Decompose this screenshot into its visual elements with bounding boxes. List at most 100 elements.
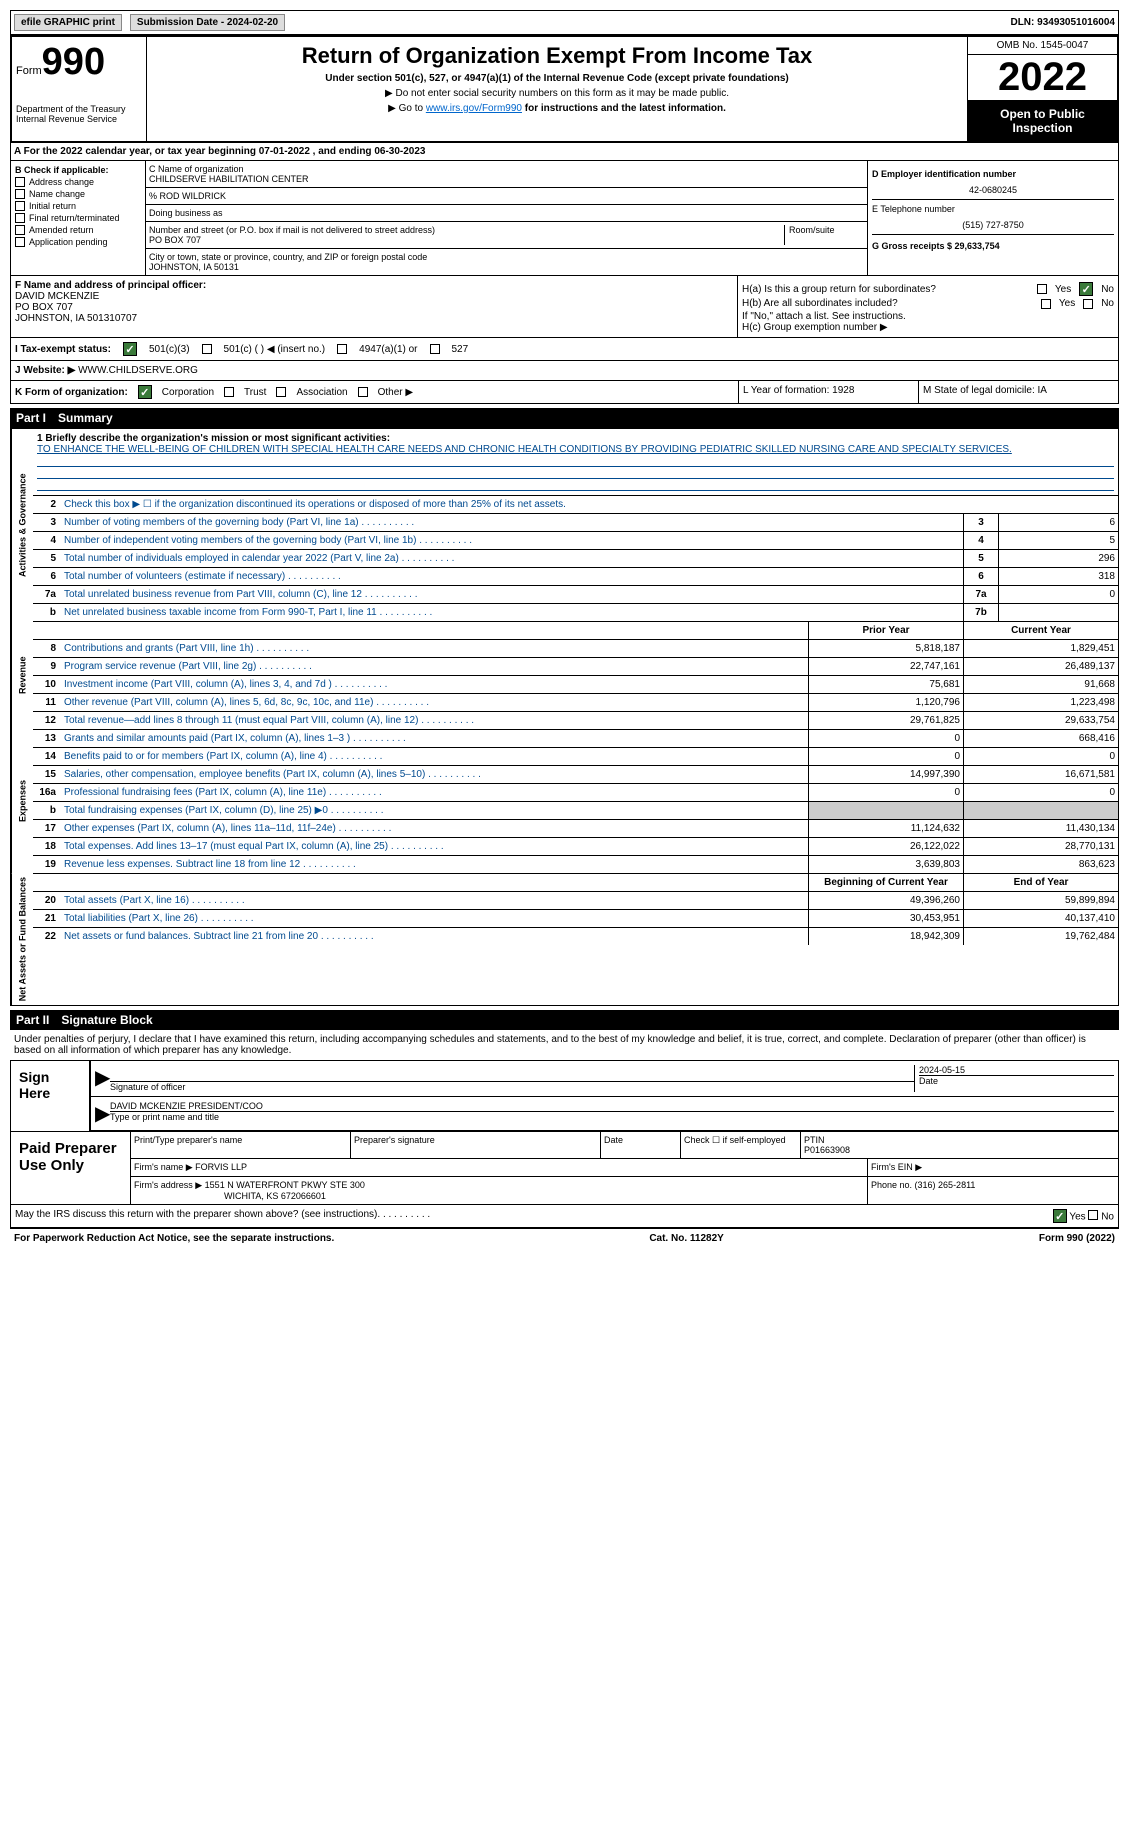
k-label: K Form of organization: bbox=[15, 387, 128, 398]
summary-row: 6Total number of volunteers (estimate if… bbox=[33, 567, 1118, 585]
cb-trust[interactable] bbox=[224, 387, 234, 397]
mission-label: 1 Briefly describe the organization's mi… bbox=[37, 433, 390, 444]
ha-label: H(a) Is this a group return for subordin… bbox=[742, 284, 936, 295]
summary-row: 13Grants and similar amounts paid (Part … bbox=[33, 729, 1118, 747]
website-label: J Website: ▶ bbox=[15, 365, 75, 376]
top-bar: efile GRAPHIC print Submission Date - 20… bbox=[10, 10, 1119, 35]
officer-city: JOHNSTON, IA 501310707 bbox=[15, 313, 733, 324]
part1-header: Part I Summary bbox=[10, 408, 1119, 428]
summary-row: bTotal fundraising expenses (Part IX, co… bbox=[33, 801, 1118, 819]
ey-header: End of Year bbox=[963, 874, 1118, 891]
officer-name: DAVID MCKENZIE bbox=[15, 291, 733, 302]
cb-527[interactable] bbox=[430, 344, 440, 354]
declaration: Under penalties of perjury, I declare th… bbox=[10, 1030, 1119, 1060]
main-title: Return of Organization Exempt From Incom… bbox=[153, 43, 961, 69]
prep-block: Paid Preparer Use Only Print/Type prepar… bbox=[10, 1132, 1119, 1205]
care-of: % ROD WILDRICK bbox=[146, 188, 867, 205]
hb-yes[interactable] bbox=[1041, 299, 1051, 309]
ptin-label: PTIN bbox=[804, 1135, 1115, 1145]
officer-addr: PO BOX 707 bbox=[15, 302, 733, 313]
ptin: P01663908 bbox=[804, 1145, 1115, 1155]
prep-sig-label: Preparer's signature bbox=[351, 1132, 601, 1158]
vtab-expenses: Expenses bbox=[11, 729, 33, 873]
hb-label: H(b) Are all subordinates included? bbox=[742, 298, 898, 309]
sign-here: Sign Here bbox=[11, 1061, 91, 1131]
summary-row: 12Total revenue—add lines 8 through 11 (… bbox=[33, 711, 1118, 729]
instruct2-pre: ▶ Go to bbox=[388, 103, 426, 114]
summary-row: 21Total liabilities (Part X, line 26) 30… bbox=[33, 909, 1118, 927]
cb-amended[interactable] bbox=[15, 225, 25, 235]
part2-num: Part II bbox=[16, 1013, 49, 1027]
cb-501c3[interactable]: ✓ bbox=[123, 342, 137, 356]
prior-year-header: Prior Year bbox=[808, 622, 963, 639]
mission-text: TO ENHANCE THE WELL-BEING OF CHILDREN WI… bbox=[37, 444, 1114, 455]
summary-row: 9Program service revenue (Part VIII, lin… bbox=[33, 657, 1118, 675]
addr: PO BOX 707 bbox=[149, 235, 784, 245]
sig-block: Sign Here ▶Signature of officer2024-05-1… bbox=[10, 1060, 1119, 1132]
section-fh: F Name and address of principal officer:… bbox=[10, 276, 1119, 338]
tax-status-label: I Tax-exempt status: bbox=[15, 344, 111, 355]
summary-row: 19Revenue less expenses. Subtract line 1… bbox=[33, 855, 1118, 873]
cb-4947[interactable] bbox=[337, 344, 347, 354]
gross-label: G Gross receipts $ 29,633,754 bbox=[872, 241, 1000, 251]
org-name: CHILDSERVE HABILITATION CENTER bbox=[149, 174, 864, 184]
state-domicile: M State of legal domicile: IA bbox=[918, 381, 1118, 403]
ha-no[interactable]: ✓ bbox=[1079, 282, 1093, 296]
header-block: Form 990 Department of the Treasury Inte… bbox=[10, 35, 1119, 143]
cb-name[interactable] bbox=[15, 189, 25, 199]
cb-pending[interactable] bbox=[15, 237, 25, 247]
addr-label: Number and street (or P.O. box if mail i… bbox=[149, 225, 784, 235]
summary-row: 7aTotal unrelated business revenue from … bbox=[33, 585, 1118, 603]
summary-row: 20Total assets (Part X, line 16) 49,396,… bbox=[33, 891, 1118, 909]
summary-row: 17Other expenses (Part IX, column (A), l… bbox=[33, 819, 1118, 837]
current-year-header: Current Year bbox=[963, 622, 1118, 639]
type-label: Type or print name and title bbox=[110, 1111, 1114, 1122]
discuss-yes[interactable]: ✓ bbox=[1053, 1209, 1067, 1223]
part2-header: Part II Signature Block bbox=[10, 1010, 1119, 1030]
prep-name-label: Print/Type preparer's name bbox=[131, 1132, 351, 1158]
firm-addr1: 1551 N WATERFRONT PKWY STE 300 bbox=[205, 1180, 365, 1190]
check-if-se: Check ☐ if self-employed bbox=[681, 1132, 801, 1158]
cb-other[interactable] bbox=[358, 387, 368, 397]
summary-row: 18Total expenses. Add lines 13–17 (must … bbox=[33, 837, 1118, 855]
summary-row: bNet unrelated business taxable income f… bbox=[33, 603, 1118, 621]
sig-date: 2024-05-15 bbox=[919, 1065, 1114, 1075]
firm-ein-label: Firm's EIN ▶ bbox=[868, 1159, 1118, 1176]
firm-addr-label: Firm's address ▶ bbox=[134, 1180, 202, 1190]
form-number: 990 bbox=[42, 41, 105, 84]
section-b-label: B Check if applicable: bbox=[15, 165, 109, 175]
cb-assoc[interactable] bbox=[276, 387, 286, 397]
summary-row: 5Total number of individuals employed in… bbox=[33, 549, 1118, 567]
room-label: Room/suite bbox=[784, 225, 864, 245]
cb-final[interactable] bbox=[15, 213, 25, 223]
hb-note: If "No," attach a list. See instructions… bbox=[742, 311, 1114, 322]
summary-row: 11Other revenue (Part VIII, column (A), … bbox=[33, 693, 1118, 711]
discuss-no[interactable] bbox=[1088, 1210, 1098, 1220]
efile-button[interactable]: efile GRAPHIC print bbox=[14, 14, 122, 31]
page-footer: For Paperwork Reduction Act Notice, see … bbox=[10, 1228, 1119, 1248]
firm-addr2: WICHITA, KS 672066601 bbox=[134, 1191, 864, 1201]
cb-corp[interactable]: ✓ bbox=[138, 385, 152, 399]
city: JOHNSTON, IA 50131 bbox=[149, 262, 864, 272]
irs-link[interactable]: www.irs.gov/Form990 bbox=[426, 103, 522, 114]
summary-row: 16aProfessional fundraising fees (Part I… bbox=[33, 783, 1118, 801]
cb-501c[interactable] bbox=[202, 344, 212, 354]
ein-label: D Employer identification number bbox=[872, 169, 1016, 179]
dept-label: Department of the Treasury Internal Reve… bbox=[16, 104, 142, 124]
summary-row: 22Net assets or fund balances. Subtract … bbox=[33, 927, 1118, 945]
cb-address[interactable] bbox=[15, 177, 25, 187]
hb-no[interactable] bbox=[1083, 299, 1093, 309]
dba-label: Doing business as bbox=[146, 205, 867, 222]
org-name-label: C Name of organization bbox=[149, 164, 864, 174]
summary-row: 14Benefits paid to or for members (Part … bbox=[33, 747, 1118, 765]
firm-name: FORVIS LLP bbox=[195, 1162, 247, 1172]
vtab-activities: Activities & Governance bbox=[11, 429, 33, 621]
part1-num: Part I bbox=[16, 411, 46, 425]
line2: Check this box ▶ ☐ if the organization d… bbox=[61, 496, 1118, 513]
date-label: Date bbox=[919, 1075, 1114, 1086]
website-value: WWW.CHILDSERVE.ORG bbox=[78, 365, 198, 376]
firm-name-label: Firm's name ▶ bbox=[134, 1162, 193, 1172]
ha-yes[interactable] bbox=[1037, 284, 1047, 294]
summary-row: 3Number of voting members of the governi… bbox=[33, 513, 1118, 531]
cb-initial[interactable] bbox=[15, 201, 25, 211]
